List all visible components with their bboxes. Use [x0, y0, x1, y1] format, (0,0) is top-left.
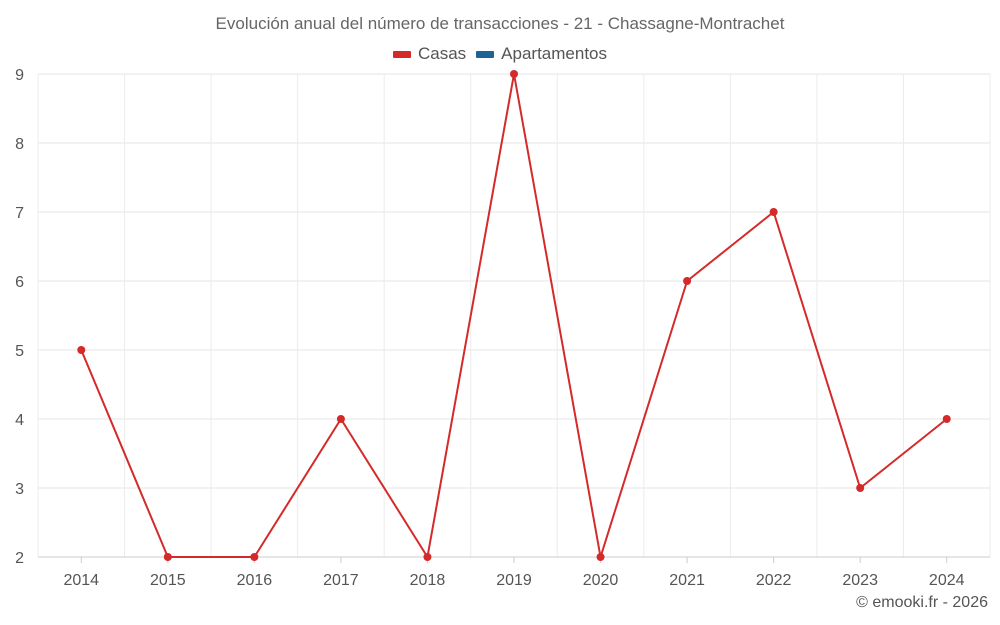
data-point-casas-2016: [250, 553, 259, 561]
x-tick-label-2024: 2024: [929, 572, 965, 589]
x-tick-label-2015: 2015: [150, 572, 186, 589]
footer-credit: © emooki.fr - 2026: [856, 594, 988, 611]
axes: 2 3 4 5 6 7 8 9 2014 2015 2016 2017 2018 2019 2020 2021…: [15, 67, 990, 589]
legend-item-casas[interactable]: Casas: [392, 44, 467, 64]
data-point-casas-2015: [163, 553, 172, 561]
data-point-casas-2019: [510, 70, 518, 78]
y-tick-label-6: 6: [15, 274, 24, 291]
legend-label-apartamentos: Apartamentos: [501, 44, 608, 63]
data-point-casas-2020: [596, 553, 605, 561]
data-point-casas-2017: [336, 415, 345, 423]
x-tick-label-2016: 2016: [237, 572, 273, 589]
grid: [37, 73, 991, 558]
data-point-casas-2024: [942, 415, 951, 423]
legend: Casas Apartamentos: [0, 44, 1000, 64]
chart-title: Evolución anual del número de transaccio…: [215, 14, 785, 33]
legend-item-apartamentos[interactable]: Apartamentos: [476, 44, 607, 64]
data-point-casas-2022: [769, 208, 778, 216]
legend-swatch-apartamentos: [476, 50, 495, 58]
legend-label-casas: Casas: [417, 44, 467, 63]
data-point-casas-2014: [77, 346, 86, 354]
data-point-casas-2023: [856, 484, 865, 492]
x-tick-label-2023: 2023: [842, 572, 878, 589]
x-tick-label-2014: 2014: [63, 572, 99, 589]
y-tick-label-5: 5: [15, 343, 24, 360]
data-point-casas-2018: [423, 553, 432, 561]
x-tick-label-2018: 2018: [410, 572, 446, 589]
y-tick-label-2: 2: [15, 550, 24, 567]
data-point-casas-2021: [683, 277, 692, 285]
y-tick-label-9: 9: [15, 67, 24, 84]
x-tick-label-2020: 2020: [583, 572, 619, 589]
x-tick-label-2017: 2017: [323, 572, 359, 589]
series-layer: [77, 70, 951, 561]
y-tick-label-7: 7: [15, 205, 24, 222]
y-tick-label-4: 4: [15, 412, 24, 429]
x-tick-label-2019: 2019: [496, 572, 532, 589]
x-tick-label-2022: 2022: [756, 572, 792, 589]
x-tick-label-2021: 2021: [669, 572, 705, 589]
y-tick-label-8: 8: [15, 136, 24, 153]
legend-swatch-casas: [392, 50, 411, 58]
y-tick-label-3: 3: [15, 481, 24, 498]
